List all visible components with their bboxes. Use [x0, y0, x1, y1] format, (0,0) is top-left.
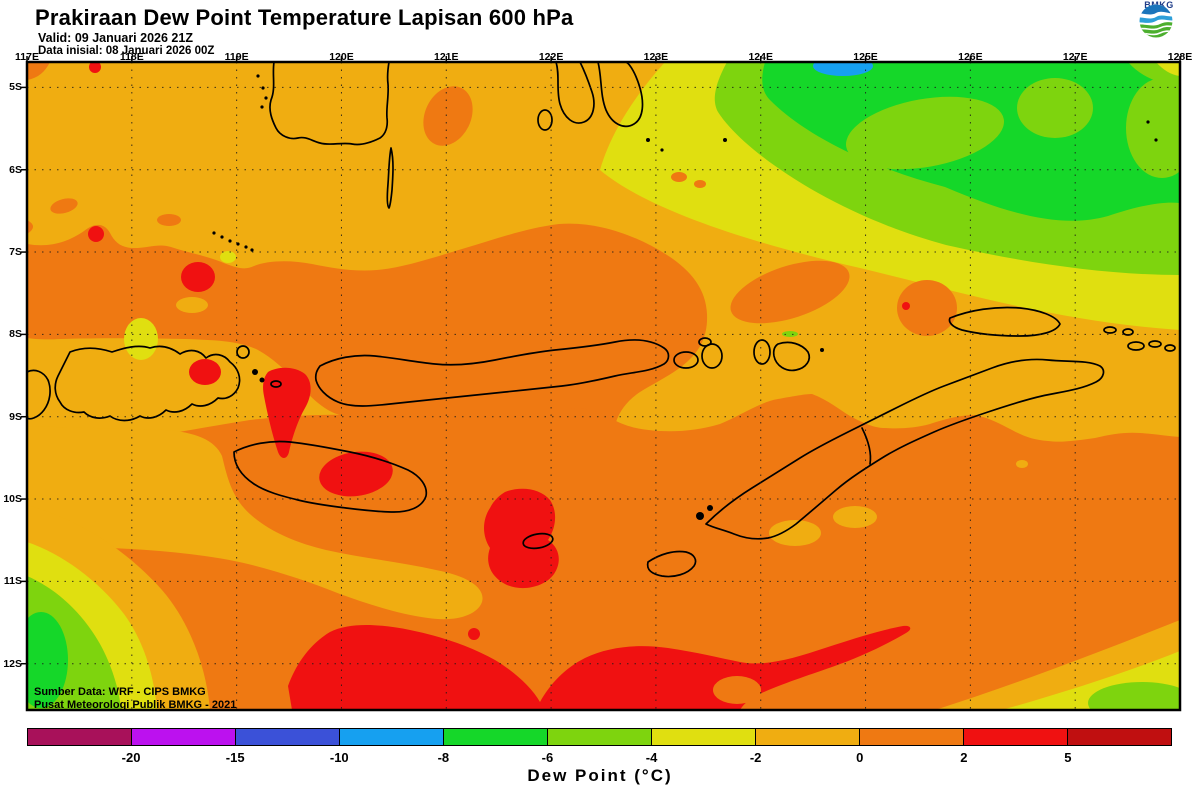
lat-label: 6S: [9, 163, 22, 176]
lon-label: 126E: [958, 51, 983, 63]
source-line-2: Pusat Meteorologi Publik BMKG - 2021: [34, 699, 237, 711]
colorbar-segment: [547, 729, 651, 745]
colorbar-tick: 0: [856, 750, 864, 765]
colorbar-tick: -2: [749, 750, 762, 765]
colorbar-segment: [443, 729, 547, 745]
colorbar-label: Dew Point (°C): [527, 766, 673, 785]
colorbar-segment: [755, 729, 859, 745]
lat-label: 9S: [9, 410, 22, 423]
bmkg-logo-icon: [1139, 4, 1173, 38]
colorbar-segment: [28, 729, 131, 745]
lon-label: 121E: [434, 51, 459, 63]
lon-label: 118E: [119, 51, 144, 63]
lon-label: 117E: [15, 51, 39, 63]
colorbar-tick: -20: [121, 750, 141, 765]
colorbar-tick: 5: [1064, 750, 1072, 765]
source-line-1: Sumber Data: WRF - CIPS BMKG: [34, 686, 206, 698]
colorbar-segment: [235, 729, 339, 745]
colorbar-segment: [339, 729, 443, 745]
lat-label: 8S: [9, 328, 22, 341]
lat-label: 5S: [9, 81, 22, 94]
axis-ticks: [21, 56, 1181, 665]
colorbar-tick: -10: [329, 750, 349, 765]
lat-label: 11S: [3, 575, 22, 588]
colorbar-tick: -6: [541, 750, 554, 765]
colorbar-tick: 2: [960, 750, 968, 765]
colorbar-segment: [131, 729, 235, 745]
lon-label: 124E: [748, 51, 773, 63]
coastlines: [27, 62, 1176, 578]
lon-label: 125E: [853, 51, 878, 63]
lon-label: 120E: [329, 51, 354, 63]
graticule: [27, 62, 1180, 710]
colorbar-tick: -8: [437, 750, 450, 765]
page-title: Prakiraan Dew Point Temperature Lapisan …: [35, 5, 574, 30]
colorbar-tick: -15: [225, 750, 245, 765]
valid-time-label: Valid: 09 Januari 2026 21Z: [38, 31, 193, 45]
colorbar-segment: [1067, 729, 1171, 745]
lon-label: 122E: [538, 51, 564, 63]
bmkg-logo: BMKG: [1134, 0, 1184, 38]
colorbar-segment: [859, 729, 963, 745]
lat-label: 12S: [3, 657, 22, 670]
colorbar-tick: -4: [645, 750, 658, 765]
colorbar-segment: [963, 729, 1067, 745]
lon-label: 119E: [224, 51, 249, 63]
lon-label: 123E: [643, 51, 669, 63]
lon-label: 128E: [1167, 51, 1193, 63]
init-time-label: Data inisial: 08 Januari 2026 00Z: [38, 45, 215, 57]
lat-label: 7S: [9, 246, 22, 259]
lat-label: 10S: [3, 493, 22, 506]
map-border: [25, 60, 1182, 712]
colorbar-segment: [651, 729, 755, 745]
colorbar: [27, 728, 1172, 746]
lon-label: 127E: [1062, 51, 1088, 63]
dewpoint-field: [27, 62, 1180, 710]
